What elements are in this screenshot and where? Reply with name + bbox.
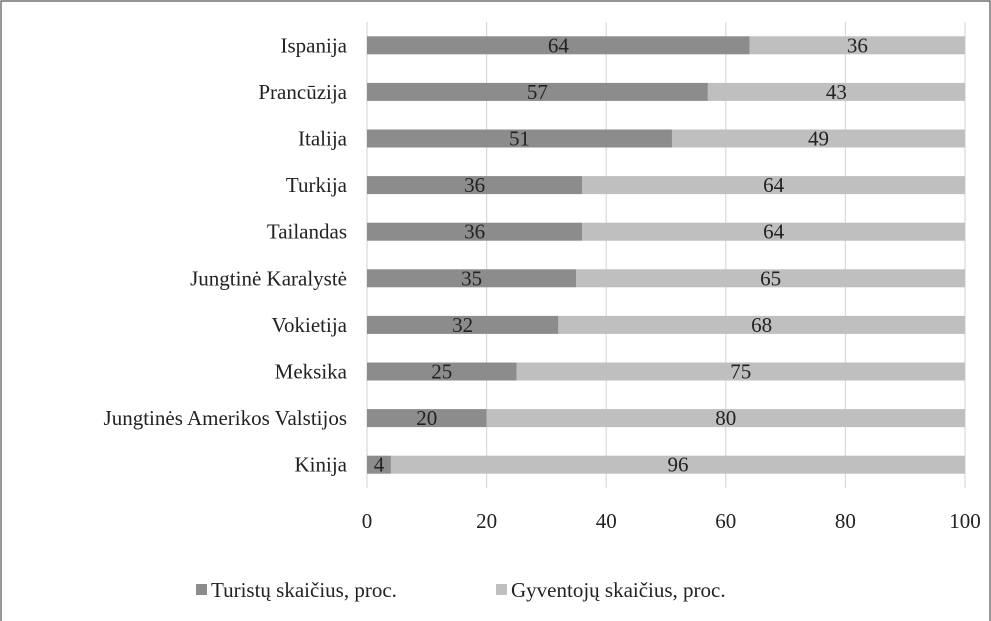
bar-segment: [582, 222, 965, 241]
bar-segment: [367, 362, 517, 381]
data-label: 36: [464, 173, 485, 197]
bar-segment: [367, 82, 708, 101]
bar-segment: [558, 315, 965, 334]
legend-label: Turistų skaičius, proc.: [211, 578, 397, 602]
x-tick-label: 0: [362, 509, 373, 533]
bar-segment: [367, 455, 391, 474]
data-label: 20: [416, 406, 437, 430]
y-tick-label: Tailandas: [267, 220, 347, 244]
x-tick-label: 20: [476, 509, 497, 533]
data-label: 43: [826, 80, 847, 104]
bar-segment: [367, 409, 487, 428]
bar-segment: [390, 455, 965, 474]
data-label: 4: [374, 453, 385, 477]
y-tick-label: Prancūzija: [258, 80, 347, 104]
data-label: 36: [847, 33, 868, 57]
bar-segment: [367, 315, 559, 334]
x-tick-label: 100: [949, 509, 981, 533]
data-label: 64: [763, 173, 785, 197]
x-tick-label: 40: [596, 509, 617, 533]
y-tick-label: Jungtinės Amerikos Valstijos: [104, 406, 347, 430]
bar-segment: [707, 82, 965, 101]
bar-segment: [367, 129, 672, 148]
data-label: 68: [751, 313, 772, 337]
y-tick-label: Ispanija: [281, 33, 348, 57]
data-label: 35: [461, 266, 482, 290]
bar-segment: [367, 222, 583, 241]
y-tick-label: Turkija: [286, 173, 348, 197]
data-label: 80: [715, 406, 736, 430]
data-label: 25: [431, 360, 452, 384]
data-label: 64: [763, 220, 785, 244]
x-tick-label: 80: [835, 509, 856, 533]
x-tick-label: 60: [715, 509, 736, 533]
legend-swatch: [196, 584, 207, 595]
bar-segment: [486, 409, 965, 428]
y-tick-label: Kinija: [295, 453, 348, 477]
data-label: 75: [730, 360, 751, 384]
bar-segment: [671, 129, 965, 148]
data-label: 57: [527, 80, 548, 104]
bar-segment: [367, 176, 583, 195]
data-label: 49: [808, 127, 829, 151]
y-tick-label: Meksika: [275, 360, 348, 384]
data-label: 36: [464, 220, 485, 244]
legend-label: Gyventojų skaičius, proc.: [511, 578, 726, 602]
bar-segment: [516, 362, 965, 381]
bar-segment: [582, 176, 965, 195]
y-tick-label: Jungtinė Karalystė: [190, 266, 347, 290]
y-tick-label: Italija: [298, 127, 348, 151]
data-label: 32: [452, 313, 473, 337]
y-tick-label: Vokietija: [272, 313, 348, 337]
legend-swatch: [496, 584, 507, 595]
bar-segment: [367, 269, 577, 288]
bar-segment: [576, 269, 965, 288]
bar-segment: [367, 36, 750, 55]
data-label: 65: [760, 266, 781, 290]
data-label: 64: [548, 33, 570, 57]
data-label: 51: [509, 127, 530, 151]
bar-segment: [749, 36, 965, 55]
data-label: 96: [667, 453, 688, 477]
